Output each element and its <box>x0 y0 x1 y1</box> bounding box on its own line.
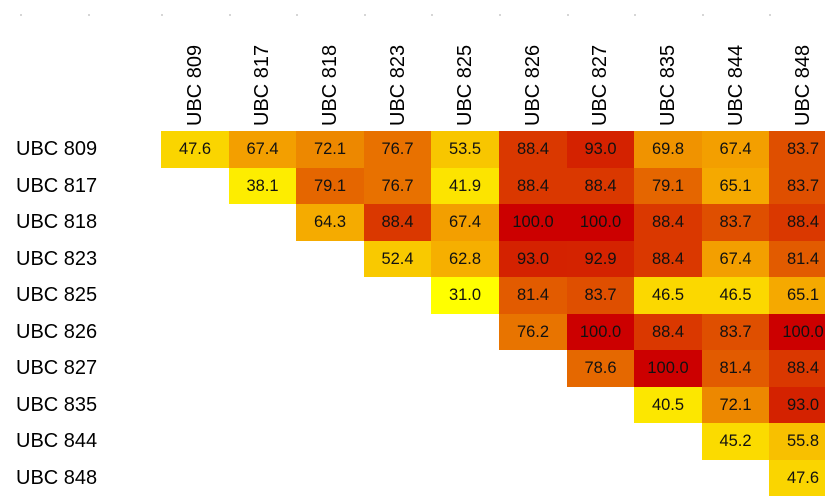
heatmap-cell: 88.4 <box>634 204 702 241</box>
column-label: UBC 817 <box>251 44 273 126</box>
heatmap-cell: 65.1 <box>769 277 825 314</box>
row-label: UBC 835 <box>16 394 98 416</box>
row-label: UBC 825 <box>16 284 98 306</box>
heatmap-cell: 83.7 <box>702 314 769 350</box>
heatmap-cell: 67.4 <box>702 241 769 277</box>
column-label: UBC 844 <box>725 44 747 126</box>
heatmap-cell: 67.4 <box>229 131 296 168</box>
heatmap-cell: 81.4 <box>769 241 825 277</box>
top-tick-mark <box>364 14 366 16</box>
row-label: UBC 844 <box>16 430 98 452</box>
heatmap-cell: 72.1 <box>296 131 364 168</box>
heatmap-cell: 41.9 <box>431 168 499 204</box>
heatmap-cell: 79.1 <box>634 168 702 204</box>
heatmap-cell: 46.5 <box>634 277 702 314</box>
row-label: UBC 817 <box>16 175 98 197</box>
row-label: UBC 827 <box>16 357 98 379</box>
heatmap-cell: 100.0 <box>567 204 634 241</box>
heatmap-cell: 78.6 <box>567 350 634 387</box>
top-tick-mark <box>702 14 704 16</box>
column-label: UBC 818 <box>319 44 341 126</box>
heatmap-cell: 83.7 <box>702 204 769 241</box>
row-label: UBC 826 <box>16 321 98 343</box>
heatmap-cell: 45.2 <box>702 423 769 460</box>
top-tick-mark <box>499 14 501 16</box>
column-label: UBC 827 <box>589 44 611 126</box>
heatmap-cell: 88.4 <box>499 168 567 204</box>
heatmap-cell: 31.0 <box>431 277 499 314</box>
heatmap-cell: 76.2 <box>499 314 567 350</box>
heatmap-cell: 88.4 <box>634 241 702 277</box>
heatmap-cell: 76.7 <box>364 131 431 168</box>
heatmap-cell: 47.6 <box>161 131 229 168</box>
heatmap-cell: 67.4 <box>702 131 769 168</box>
column-label: UBC 826 <box>522 44 544 126</box>
heatmap-cell: 88.4 <box>499 131 567 168</box>
top-tick-mark <box>161 14 163 16</box>
top-tick-mark <box>567 14 569 16</box>
heatmap-cell: 52.4 <box>364 241 431 277</box>
row-label: UBC 823 <box>16 248 98 270</box>
heatmap-cell: 62.8 <box>431 241 499 277</box>
heatmap-cell: 64.3 <box>296 204 364 241</box>
heatmap-cell: 67.4 <box>431 204 499 241</box>
top-tick-mark <box>229 14 231 16</box>
heatmap-cell: 92.9 <box>567 241 634 277</box>
row-label: UBC 809 <box>16 138 98 160</box>
heatmap-cell: 88.4 <box>364 204 431 241</box>
heatmap-cell: 47.6 <box>769 460 825 496</box>
heatmap-cell: 55.8 <box>769 423 825 460</box>
heatmap-cell: 100.0 <box>567 314 634 350</box>
heatmap-cell: 88.4 <box>769 204 825 241</box>
heatmap-cell: 38.1 <box>229 168 296 204</box>
column-label: UBC 825 <box>454 44 476 126</box>
heatmap-cell: 53.5 <box>431 131 499 168</box>
heatmap-cell: 88.4 <box>634 314 702 350</box>
heatmap-cell: 46.5 <box>702 277 769 314</box>
top-tick-mark <box>296 14 298 16</box>
heatmap-cell: 93.0 <box>499 241 567 277</box>
heatmap-cell: 100.0 <box>499 204 567 241</box>
heatmap-cell: 65.1 <box>702 168 769 204</box>
heatmap-cell: 69.8 <box>634 131 702 168</box>
heatmap-cell: 81.4 <box>499 277 567 314</box>
heatmap-cell: 100.0 <box>634 350 702 387</box>
heatmap-cell: 88.4 <box>567 168 634 204</box>
heatmap-cell: 40.5 <box>634 387 702 423</box>
column-label: UBC 809 <box>184 44 206 126</box>
top-tick-mark <box>88 14 90 16</box>
heatmap-cell: 88.4 <box>769 350 825 387</box>
column-label: UBC 848 <box>792 44 814 126</box>
heatmap-cell: 100.0 <box>769 314 825 350</box>
heatmap-cell: 93.0 <box>567 131 634 168</box>
heatmap-cell: 76.7 <box>364 168 431 204</box>
heatmap-cell: 81.4 <box>702 350 769 387</box>
row-label: UBC 818 <box>16 211 98 233</box>
heatmap-cell: 79.1 <box>296 168 364 204</box>
heatmap-cell: 83.7 <box>769 168 825 204</box>
top-tick-mark <box>634 14 636 16</box>
top-tick-mark <box>20 14 22 16</box>
heatmap-cell: 83.7 <box>567 277 634 314</box>
heatmap-cell: 83.7 <box>769 131 825 168</box>
row-label: UBC 848 <box>16 467 98 489</box>
top-tick-mark <box>431 14 433 16</box>
column-label: UBC 835 <box>657 44 679 126</box>
top-tick-mark <box>769 14 771 16</box>
heatmap-cell: 93.0 <box>769 387 825 423</box>
heatmap-cell: 72.1 <box>702 387 769 423</box>
column-label: UBC 823 <box>387 44 409 126</box>
